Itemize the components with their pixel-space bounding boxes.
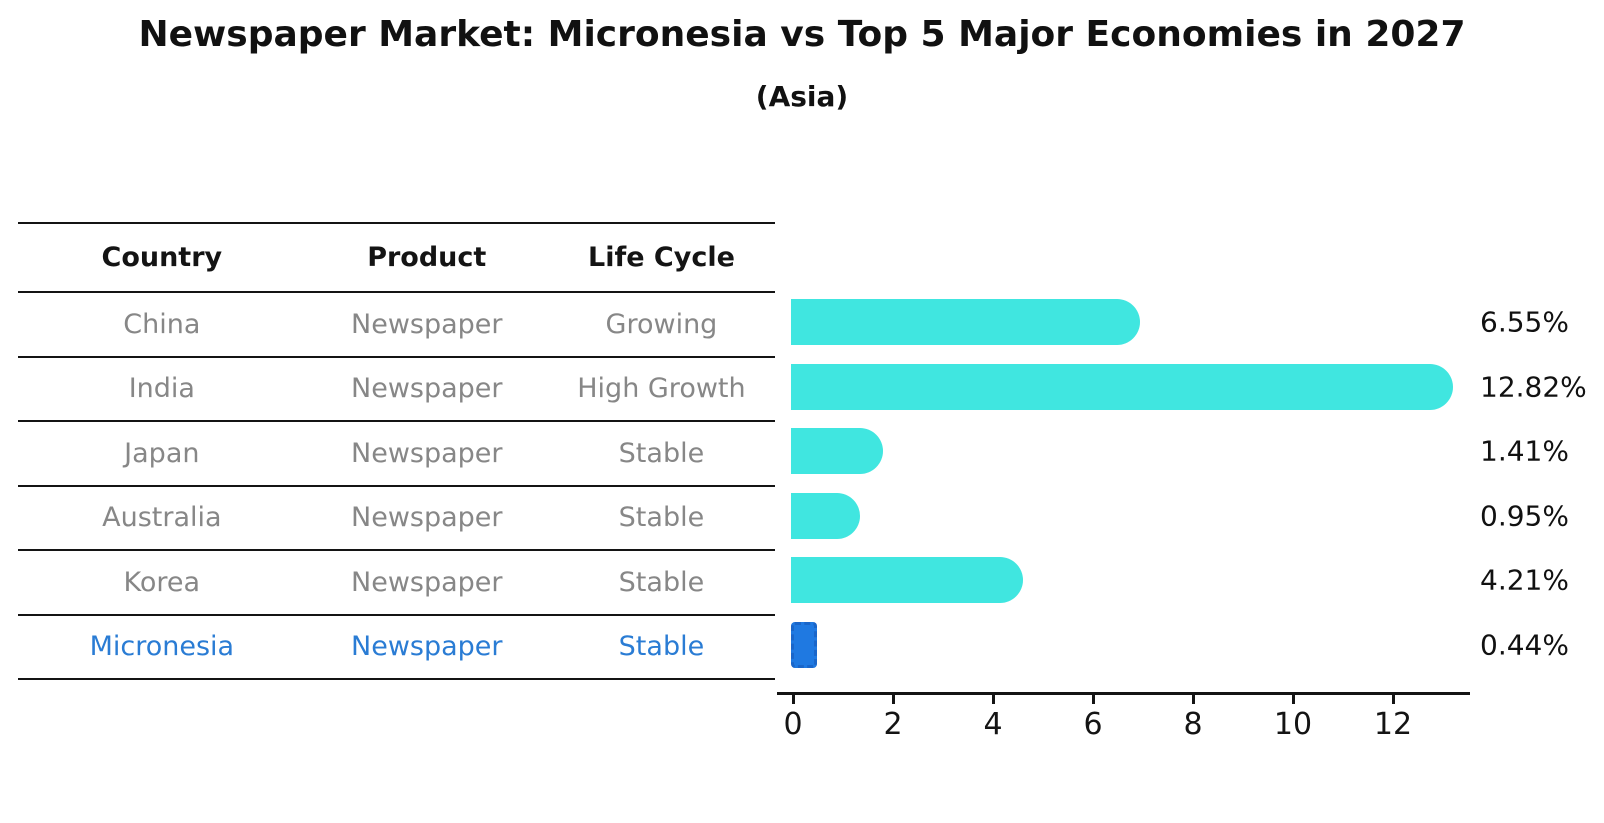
table-row: Micronesia Newspaper Stable	[18, 616, 775, 680]
bar-micronesia	[791, 621, 817, 668]
bar-australia	[791, 492, 860, 539]
bar-korea	[791, 557, 1023, 604]
value-label: 4.21%	[1480, 563, 1569, 597]
table-cell-life-cycle: Stable	[618, 437, 705, 469]
table-cell-life-cycle: Growing	[605, 308, 718, 340]
table-cell-life-cycle: Stable	[618, 631, 705, 663]
x-axis-tick	[1391, 693, 1395, 704]
table-cell-country: Japan	[124, 437, 200, 469]
table-row: India Newspaper High Growth	[18, 358, 775, 422]
table-cell-product: Newspaper	[351, 373, 503, 405]
value-label: 0.44%	[1480, 628, 1569, 662]
table-row: Australia Newspaper Stable	[18, 487, 775, 551]
table-cell-life-cycle: Stable	[618, 566, 705, 598]
table-cell-product: Newspaper	[351, 566, 503, 598]
table-header-row: Country Product Life Cycle	[18, 224, 775, 293]
table-header-cell: Product	[367, 242, 487, 273]
table-header-cell: Country	[101, 242, 223, 273]
table-cell-product: Newspaper	[351, 308, 503, 340]
table-cell-country: China	[123, 308, 201, 340]
x-axis-tick-label: 0	[783, 707, 803, 742]
chart-title: Newspaper Market: Micronesia vs Top 5 Ma…	[138, 14, 1466, 55]
x-axis-tick	[1291, 693, 1295, 704]
table-row: Korea Newspaper Stable	[18, 551, 775, 616]
table-row: Japan Newspaper Stable	[18, 422, 775, 487]
x-axis-tick-label: 12	[1373, 707, 1413, 742]
x-axis-line	[777, 692, 1470, 695]
table-cell-life-cycle: High Growth	[577, 373, 746, 405]
value-label: 1.41%	[1480, 434, 1569, 468]
table-cell-product: Newspaper	[351, 631, 503, 663]
table-cell-life-cycle: Stable	[618, 502, 705, 534]
value-label: 6.55%	[1480, 305, 1569, 339]
table-cell-country: India	[128, 373, 195, 405]
table-row: China Newspaper Growing	[18, 293, 775, 358]
bar-india	[791, 363, 1453, 410]
x-axis-tick-label: 8	[1183, 707, 1203, 742]
value-label: 12.82%	[1480, 370, 1587, 404]
x-axis-tick-label: 2	[883, 707, 903, 742]
table-cell-country: Micronesia	[89, 631, 235, 663]
bar-japan	[791, 428, 883, 475]
chart-subtitle: (Asia)	[755, 80, 849, 113]
x-axis-tick	[1191, 693, 1195, 704]
table-cell-product: Newspaper	[351, 502, 503, 534]
x-axis-tick-label: 6	[1083, 707, 1103, 742]
x-axis-tick-label: 4	[983, 707, 1003, 742]
x-axis-tick	[791, 693, 795, 704]
table-cell-product: Newspaper	[351, 437, 503, 469]
x-axis-tick	[991, 693, 995, 704]
comparison-table: Country Product Life Cycle China Newspaper G…	[18, 222, 775, 680]
x-axis-tick	[891, 693, 895, 704]
table-body: China Newspaper Growing India Newspaper High …	[18, 293, 775, 680]
table-header-cell: Life Cycle	[587, 242, 735, 273]
x-axis-tick	[1091, 693, 1095, 704]
x-axis-tick-label: 10	[1273, 707, 1313, 742]
bar-china	[791, 299, 1140, 346]
table-cell-country: Korea	[123, 566, 201, 598]
value-label: 0.95%	[1480, 499, 1569, 533]
table-cell-country: Australia	[102, 502, 222, 534]
